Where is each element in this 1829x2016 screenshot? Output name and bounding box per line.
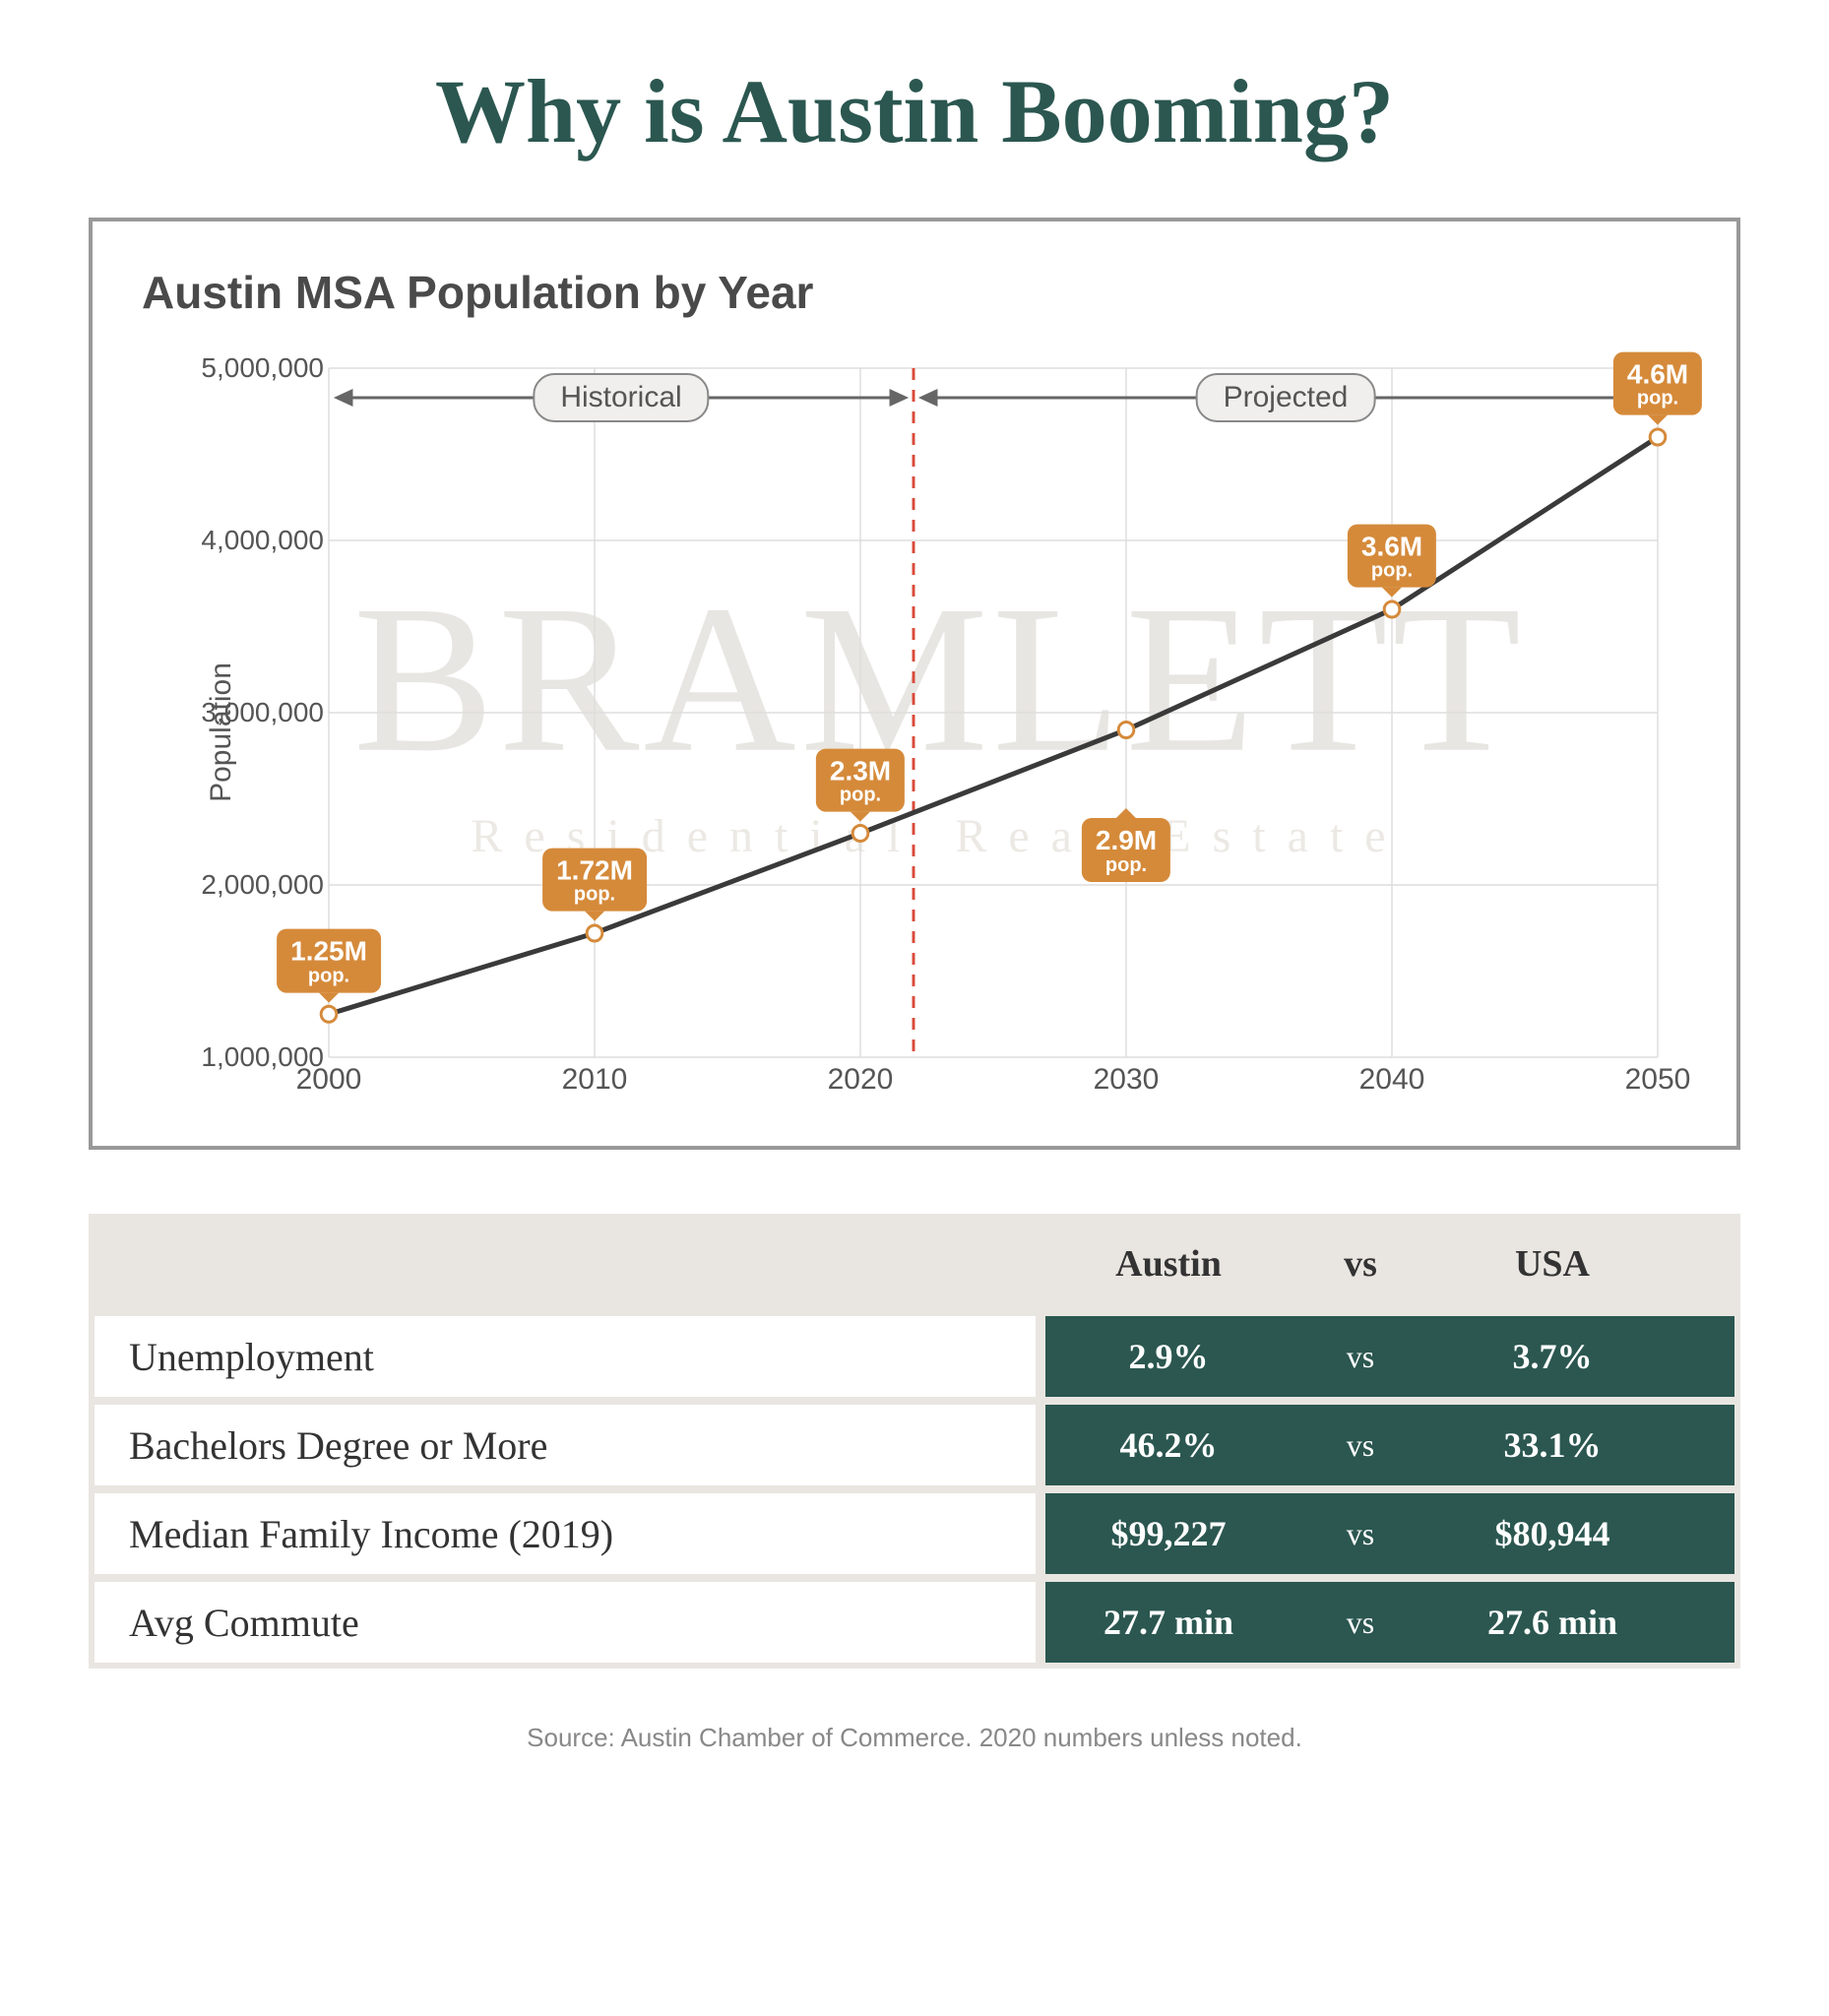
comparison-row-label: Avg Commute bbox=[95, 1582, 1036, 1663]
x-tick-label: 2010 bbox=[562, 1063, 628, 1097]
comparison-vs: vs bbox=[1292, 1493, 1429, 1574]
chart-title: Austin MSA Population by Year bbox=[142, 266, 1687, 319]
range-badge-projected: Projected bbox=[1196, 373, 1376, 422]
comparison-usa-value: 27.6 min bbox=[1429, 1582, 1675, 1663]
data-point-label: 4.6Mpop. bbox=[1613, 352, 1702, 415]
x-tick-label: 2030 bbox=[1094, 1063, 1160, 1097]
page-title: Why is Austin Booming? bbox=[89, 59, 1740, 163]
comparison-table: Austin vs USA Unemployment 2.9% vs 3.7% … bbox=[89, 1214, 1740, 1669]
comparison-usa-value: $80,944 bbox=[1429, 1493, 1675, 1574]
y-tick-label: 3,000,000 bbox=[196, 697, 324, 728]
comparison-usa-value: 33.1% bbox=[1429, 1405, 1675, 1485]
comparison-austin-value: 2.9% bbox=[1045, 1316, 1292, 1397]
data-point-label: 3.6Mpop. bbox=[1348, 525, 1436, 588]
population-chart-container: Austin MSA Population by Year BRAMLETT R… bbox=[89, 218, 1740, 1150]
comparison-row-label: Unemployment bbox=[95, 1316, 1036, 1397]
comparison-austin-value: 46.2% bbox=[1045, 1405, 1292, 1485]
x-tick-label: 2050 bbox=[1625, 1063, 1691, 1097]
comparison-usa-value: 3.7% bbox=[1429, 1316, 1675, 1397]
y-tick-label: 2,000,000 bbox=[196, 869, 324, 901]
x-tick-label: 2000 bbox=[296, 1063, 362, 1097]
comparison-row: Median Family Income (2019) $99,227 vs $… bbox=[95, 1493, 1734, 1574]
chart-plot-area bbox=[329, 368, 1658, 1057]
comparison-austin-value: $99,227 bbox=[1045, 1493, 1292, 1574]
col-header-austin: Austin bbox=[1045, 1220, 1292, 1308]
comparison-row: Bachelors Degree or More 46.2% vs 33.1% bbox=[95, 1405, 1734, 1485]
comparison-row-label: Bachelors Degree or More bbox=[95, 1405, 1036, 1485]
source-note: Source: Austin Chamber of Commerce. 2020… bbox=[89, 1723, 1740, 1753]
comparison-row: Unemployment 2.9% vs 3.7% bbox=[95, 1316, 1734, 1397]
comparison-vs: vs bbox=[1292, 1582, 1429, 1663]
comparison-austin-value: 27.7 min bbox=[1045, 1582, 1292, 1663]
data-point-label: 1.25Mpop. bbox=[277, 929, 381, 992]
comparison-vs: vs bbox=[1292, 1316, 1429, 1397]
comparison-row: Avg Commute 27.7 min vs 27.6 min bbox=[95, 1582, 1734, 1663]
y-axis-label: Population bbox=[205, 662, 238, 802]
col-header-usa: USA bbox=[1429, 1220, 1675, 1308]
data-point-label: 2.9Mpop. bbox=[1082, 818, 1170, 881]
x-tick-label: 2040 bbox=[1359, 1063, 1425, 1097]
x-tick-label: 2020 bbox=[828, 1063, 894, 1097]
data-point-label: 2.3Mpop. bbox=[816, 748, 905, 811]
comparison-row-label: Median Family Income (2019) bbox=[95, 1493, 1036, 1574]
data-point-label: 1.72Mpop. bbox=[542, 849, 647, 912]
y-tick-label: 5,000,000 bbox=[196, 352, 324, 384]
col-header-vs: vs bbox=[1292, 1220, 1429, 1308]
comparison-vs: vs bbox=[1292, 1405, 1429, 1485]
range-badge-historical: Historical bbox=[533, 373, 709, 422]
y-tick-label: 4,000,000 bbox=[196, 525, 324, 556]
comparison-header: Austin vs USA bbox=[95, 1220, 1734, 1308]
